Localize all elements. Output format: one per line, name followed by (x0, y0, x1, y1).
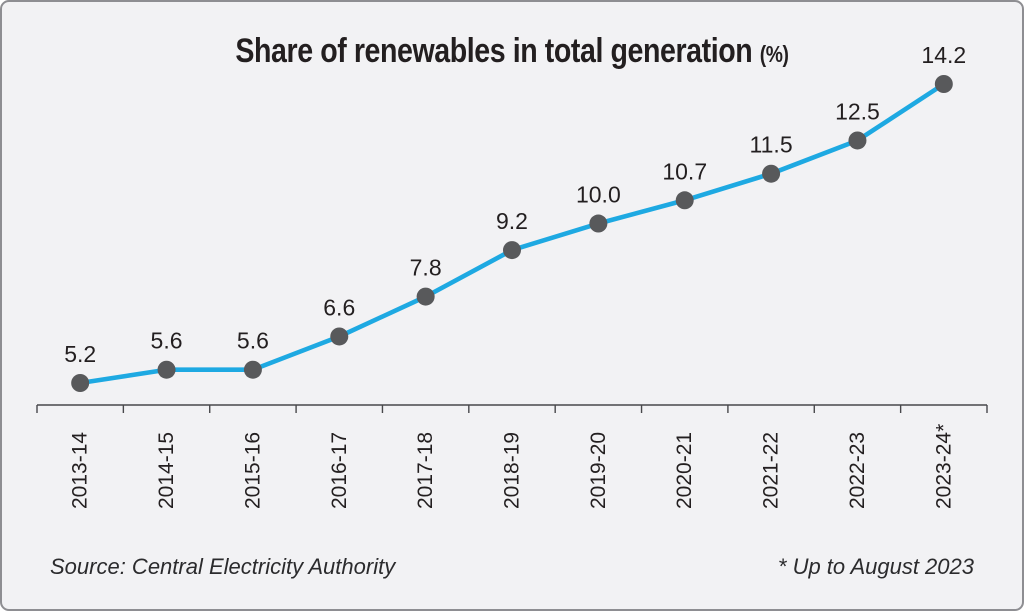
value-label: 9.2 (496, 208, 528, 234)
value-label: 5.6 (151, 328, 183, 354)
x-tick-label: 2018-19 (501, 432, 524, 509)
value-label: 14.2 (921, 42, 966, 68)
x-tick-label: 2019-20 (587, 432, 610, 509)
value-label: 5.6 (237, 328, 269, 354)
x-tick-label: 2023-24* (932, 424, 955, 509)
data-point-marker (330, 327, 349, 346)
data-point-marker (589, 214, 608, 233)
data-point-marker (243, 360, 262, 379)
value-label: 12.5 (835, 98, 880, 124)
chart-title-unit: (%) (759, 41, 789, 67)
value-label: 11.5 (750, 132, 793, 158)
source-note: Source: Central Electricity Authority (50, 554, 396, 579)
data-point-marker (848, 131, 867, 150)
value-label: 7.8 (410, 255, 442, 281)
x-tick-label: 2015-16 (241, 432, 264, 509)
value-label: 10.0 (576, 182, 621, 208)
x-tick-label: 2016-17 (328, 432, 351, 509)
value-label: 10.7 (662, 158, 707, 184)
x-tick-label: 2013-14 (69, 432, 92, 509)
value-label: 6.6 (323, 294, 355, 320)
x-tick-label: 2014-15 (155, 432, 178, 509)
chart-title: Share of renewables in total generation … (84, 32, 941, 71)
value-label: 5.2 (64, 341, 96, 367)
data-point-marker (157, 360, 176, 379)
data-point-marker (416, 287, 435, 306)
data-point-marker (71, 374, 90, 392)
data-point-marker (762, 164, 781, 183)
chart-title-text: Share of renewables in total generation (235, 32, 753, 70)
x-tick-label: 2020-21 (673, 432, 696, 509)
data-point-marker (503, 241, 521, 260)
x-tick-label: 2017-18 (414, 432, 437, 509)
footnote: * Up to August 2023 (777, 554, 974, 579)
data-point-marker (934, 75, 953, 93)
data-point-marker (675, 191, 694, 210)
x-tick-label: 2021-22 (760, 432, 783, 509)
x-tick-label: 2022-23 (846, 432, 869, 509)
